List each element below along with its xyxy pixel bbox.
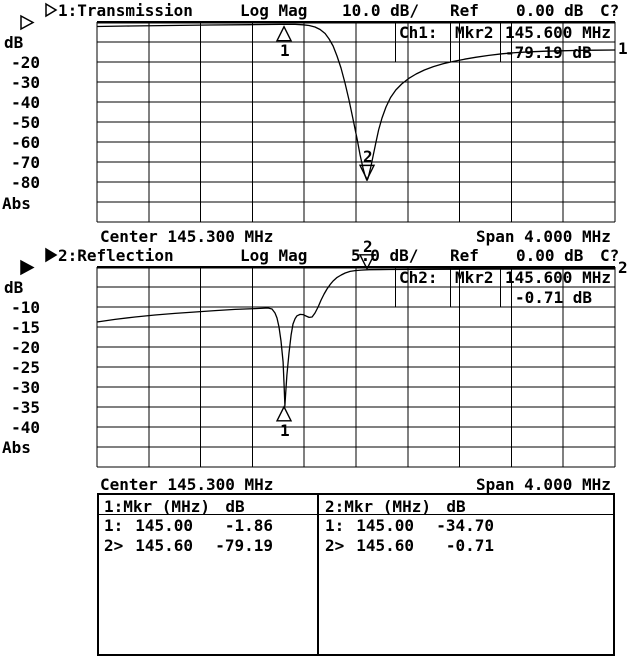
trace-ch2 <box>96 268 616 407</box>
table-cell-freq: 145.00 <box>356 516 414 535</box>
ch1-format: Log Mag <box>240 1 308 20</box>
trace-end-label-ch1: 1 <box>618 39 628 58</box>
marker2-label-ch2: 2 <box>363 236 373 256</box>
ch1-axis-label: -40 <box>11 93 40 112</box>
ref-indicator-ch2 <box>20 259 35 276</box>
ch2-axis-label: -35 <box>11 398 40 417</box>
marker1-triangle-ch2 <box>275 405 293 422</box>
ch2-axis-label: -10 <box>11 298 40 317</box>
grid-ch1 <box>96 20 616 223</box>
ch2-span: Span 4.000 MHz <box>476 475 611 494</box>
ch2-axis-unit: dB <box>4 278 24 297</box>
marker1-label-ch2: 1 <box>280 420 290 440</box>
channel1-header-triangle-icon <box>45 2 58 18</box>
ch1-span: Span 4.000 MHz <box>476 227 611 246</box>
ch1-ref-value: 0.00 dB <box>516 1 584 20</box>
ch1-readout-channel: Ch1: <box>399 23 438 42</box>
table-cell-freq: 145.00 <box>135 516 193 535</box>
table-row: 1: <box>325 516 345 535</box>
ch2-readout-marker: Mkr2 <box>455 268 494 287</box>
table-row: 2> <box>325 536 345 555</box>
ch1-axis-bottom: Abs <box>2 194 31 213</box>
ch1-readout-freq: 145.600 MHz <box>505 23 611 42</box>
mkr-table-right-unit: dB <box>446 497 466 516</box>
ch2-ref-value: 0.00 dB <box>516 246 584 265</box>
ch2-format: Log Mag <box>240 246 308 265</box>
ch1-axis-label: -20 <box>11 53 40 72</box>
ch2-readout-value: -0.71 dB <box>515 288 593 307</box>
ch1-ref-label: Ref <box>450 1 479 20</box>
mkr-table-left-unit: dB <box>225 497 245 516</box>
ch1-title: 1:Transmission <box>58 1 193 20</box>
table-cell-freq: 145.60 <box>135 536 193 555</box>
marker2-triangle-ch1 <box>358 164 376 181</box>
marker2-triangle-ch2 <box>358 254 376 271</box>
table-cell-freq: 145.60 <box>356 536 414 555</box>
table-cell-value: -34.70 <box>436 516 494 535</box>
ch2-axis-label: -15 <box>11 318 40 337</box>
ch2-ref-label: Ref <box>450 246 479 265</box>
ch2-axis-label: -30 <box>11 378 40 397</box>
ch1-cal-status: C? <box>600 1 620 20</box>
ch2-axis-label: -25 <box>11 358 40 377</box>
marker1-label-ch1: 1 <box>280 40 290 60</box>
marker2-label-ch1: 2 <box>363 147 373 167</box>
marker-table-box <box>97 493 615 656</box>
readout-box-ch2 <box>395 267 501 307</box>
ch2-axis-label: -40 <box>11 418 40 437</box>
ch1-readout-marker: Mkr2 <box>455 23 494 42</box>
ch2-center-freq: Center 145.300 MHz <box>100 475 274 494</box>
table-row: 2> <box>104 536 124 555</box>
ch2-readout-channel: Ch2: <box>399 268 438 287</box>
ch1-readout-value: -79.19 dB <box>505 43 592 62</box>
marker1-triangle-ch1 <box>275 25 293 42</box>
mkr-table-left-title: 1:Mkr (MHz) <box>104 497 210 516</box>
readout-box-ch1 <box>395 22 501 62</box>
table-cell-value: -79.19 <box>215 536 273 555</box>
table-cell-value: -0.71 <box>445 536 494 555</box>
ch1-axis-unit: dB <box>4 33 24 52</box>
ch1-axis-label: -60 <box>11 133 40 152</box>
ch2-axis-label: -20 <box>11 338 40 357</box>
trace-end-label-ch2: 2 <box>618 258 628 277</box>
ch1-axis-label: -80 <box>11 173 40 192</box>
table-cell-value: -1.86 <box>224 516 273 535</box>
ch1-scale: 10.0 dB/ <box>342 1 420 20</box>
ch1-center-freq: Center 145.300 MHz <box>100 227 274 246</box>
ch2-scale: 5.0 dB/ <box>351 246 419 265</box>
ch2-axis-bottom: Abs <box>2 438 31 457</box>
ch2-title: 2:Reflection <box>58 246 174 265</box>
ref-indicator-ch1 <box>20 14 35 31</box>
channel2-header-triangle-icon <box>45 247 58 263</box>
ch2-readout-freq: 145.600 MHz <box>505 268 611 287</box>
table-row: 1: <box>104 516 124 535</box>
ch1-axis-label: -30 <box>11 73 40 92</box>
mkr-table-right-title: 2:Mkr (MHz) <box>325 497 431 516</box>
ch1-axis-label: -50 <box>11 113 40 132</box>
ch2-cal-status: C? <box>600 246 620 265</box>
ch1-axis-label: -70 <box>11 153 40 172</box>
grid-ch2 <box>96 265 616 468</box>
